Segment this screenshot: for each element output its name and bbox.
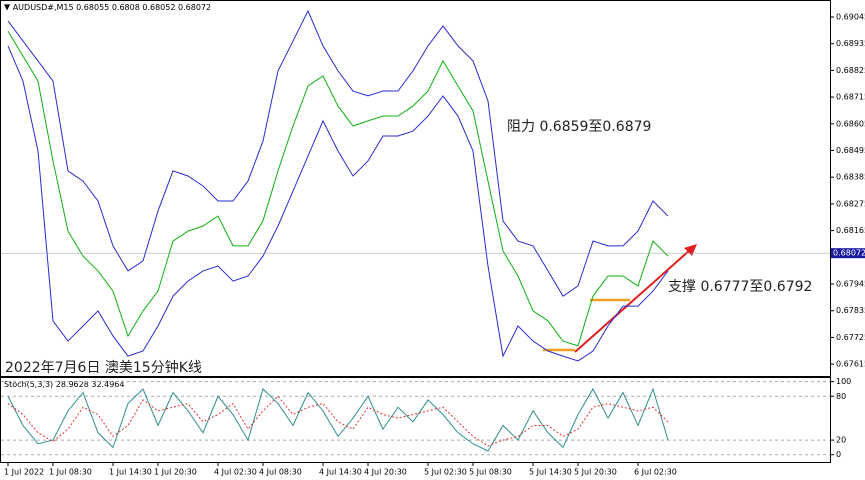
stoch-title: Stoch(5,3,3) <box>4 380 53 389</box>
open: 0.68055 <box>76 3 109 12</box>
x-tick-label: 4 Jul 02:30 <box>214 468 257 477</box>
x-tick-label: 1 Jul 08:30 <box>49 468 92 477</box>
y-tick-label: 0.68385 <box>836 173 865 182</box>
stoch-panel <box>0 377 831 463</box>
series-line <box>7 387 669 452</box>
x-tick-label: 1 Jul 14:30 <box>109 468 152 477</box>
x-tick-label: 5 Jul 14:30 <box>529 468 572 477</box>
close: 0.68072 <box>178 3 211 12</box>
price-panel <box>0 0 831 377</box>
price-tag-label: 0.68072 <box>833 249 865 258</box>
y-tick-label: 0.68165 <box>836 226 865 235</box>
stoch-header: Stoch(5,3,3) 28.9628 32.4964 <box>4 380 124 389</box>
x-tick-label: 4 Jul 20:30 <box>364 468 407 477</box>
arrow-head <box>684 244 697 256</box>
y-tick-label: 0.68715 <box>836 93 865 102</box>
x-tick-label: 4 Jul 14:30 <box>319 468 362 477</box>
x-tick-label: 5 Jul 02:30 <box>424 468 467 477</box>
y-tick-label: 20 <box>836 436 846 445</box>
y-tick-label: 0.68605 <box>836 119 865 128</box>
series-line <box>7 45 669 362</box>
y-tick-label: 0.68935 <box>836 39 865 48</box>
stoch-k: 28.9628 <box>56 380 89 389</box>
x-tick-label: 5 Jul 20:30 <box>574 468 617 477</box>
x-tick-label: 6 Jul 02:30 <box>634 468 677 477</box>
y-tick-label: 0.67725 <box>836 333 865 342</box>
price-header: ▼ AUDUSD#,M15 0.68055 0.6808 0.68052 0.6… <box>4 3 211 12</box>
trend-arrow <box>574 249 691 353</box>
y-tick-label: 0.68275 <box>836 199 865 208</box>
y-tick-label: 100 <box>836 377 851 386</box>
price-tag <box>831 248 865 259</box>
y-tick-label: 0 <box>836 450 841 459</box>
series-line <box>7 9 669 297</box>
x-tick-label: 1 Jul 2022 <box>4 468 44 477</box>
stoch-d: 32.4964 <box>91 380 124 389</box>
y-tick-label: 80 <box>836 392 846 401</box>
y-tick-label: 0.68825 <box>836 66 865 75</box>
x-tick-label: 5 Jul 08:30 <box>469 468 512 477</box>
resistance-note: 阻力 0.6859至0.6879 <box>507 119 651 135</box>
y-tick-label: 0.67835 <box>836 306 865 315</box>
series-line <box>7 395 669 447</box>
symbol: AUDUSD#,M15 <box>13 3 74 12</box>
y-tick-label: 0.68495 <box>836 146 865 155</box>
high: 0.6808 <box>112 3 140 12</box>
chart-caption: 2022年7月6日 澳美15分钟K线 <box>5 359 202 376</box>
y-tick-label: 0.69045 <box>836 13 865 22</box>
y-tick-label: 0.67615 <box>836 360 865 369</box>
x-tick-label: 1 Jul 20:30 <box>154 468 197 477</box>
x-tick-label: 4 Jul 08:30 <box>259 468 302 477</box>
series-line <box>7 30 669 347</box>
support-note: 支撑 0.6777至0.6792 <box>668 279 812 295</box>
low: 0.68052 <box>142 3 175 12</box>
y-tick-label: 0.67945 <box>836 280 865 289</box>
